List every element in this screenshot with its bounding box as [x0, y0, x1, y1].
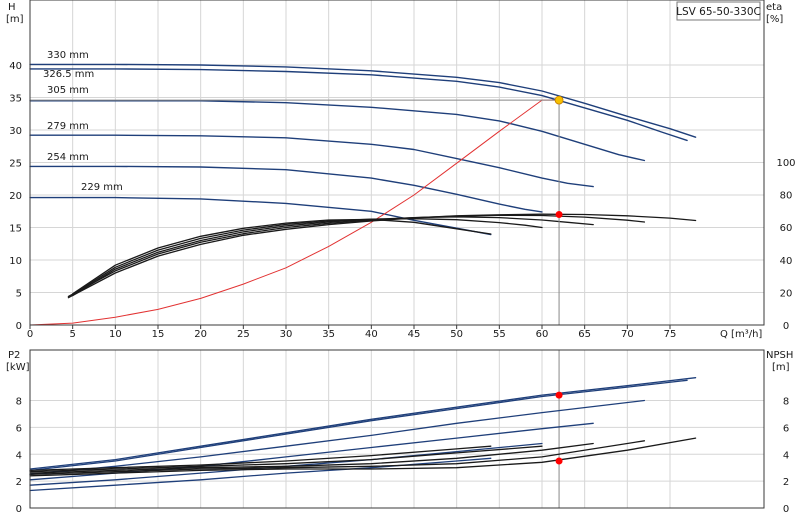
y-tick-label: 0 [16, 321, 22, 332]
y-right-tick-label: 40 [780, 256, 793, 267]
y-tick-label: 10 [9, 256, 22, 267]
head-curve [29, 68, 688, 142]
x-tick-label: 70 [621, 329, 634, 340]
y-right-tick-label: 8 [783, 397, 789, 408]
series-layer [29, 63, 697, 508]
y-tick-label: 8 [16, 397, 22, 408]
y-right-tick-label: 60 [780, 223, 793, 234]
y-right-axis-label: eta [766, 2, 782, 13]
y-axis-label: H [8, 2, 16, 13]
y-tick-label: 30 [9, 126, 22, 137]
npsh-curve [29, 445, 543, 473]
y-tick-label: 15 [9, 224, 22, 235]
curve-label: 279 mm [47, 121, 89, 132]
x-tick-label: 25 [237, 329, 250, 340]
x-tick-label: 50 [450, 329, 463, 340]
y-right-tick-label: 80 [780, 191, 793, 202]
curve-label: 229 mm [81, 182, 123, 193]
curve-label: 326.5 mm [43, 69, 94, 80]
y-axis-label: P2 [8, 350, 20, 361]
y-right-tick-label: 2 [783, 477, 789, 488]
y-right-axis-unit: [%] [766, 14, 783, 25]
x-tick-label: 5 [69, 329, 75, 340]
x-tick-label: 15 [152, 329, 165, 340]
npsh-curve [29, 442, 594, 474]
y-tick-label: 6 [16, 423, 22, 434]
x-tick-label: 40 [365, 329, 378, 340]
y-tick-label: 5 [16, 289, 22, 300]
duty-point-power [555, 391, 563, 399]
power-curve [29, 457, 492, 492]
y-tick-label: 20 [9, 191, 22, 202]
y-right-tick-label: 20 [780, 288, 793, 299]
duty-point-power [555, 457, 563, 465]
y-axis-unit: [kW] [6, 362, 30, 373]
x-tick-label: 75 [664, 329, 677, 340]
system-curve [29, 99, 560, 326]
y-tick-label: 4 [16, 450, 22, 461]
power-curve [29, 422, 594, 481]
model-label-box: LSV 65-50-330C [676, 1, 761, 21]
y-right-tick-label: 100 [776, 158, 795, 169]
y-tick-label: 2 [16, 477, 22, 488]
y-right-tick-label: 0 [783, 504, 789, 515]
axes-layer [29, 0, 765, 509]
x-tick-label: 30 [280, 329, 293, 340]
efficiency-curve [67, 214, 646, 298]
x-tick-label: 10 [109, 329, 122, 340]
y-right-axis-unit: [m] [772, 362, 790, 373]
curve-label: 330 mm [47, 50, 89, 61]
y-tick-label: 25 [9, 159, 22, 170]
duty-point-efficiency [555, 211, 563, 218]
y-right-tick-label: 6 [783, 423, 789, 434]
curve-label: 254 mm [47, 152, 89, 163]
head-curve [29, 100, 646, 162]
x-tick-label: 65 [578, 329, 591, 340]
head-panel-frame [29, 0, 765, 326]
power-curve [29, 377, 697, 470]
efficiency-curve [72, 218, 492, 295]
x-tick-label: 20 [194, 329, 207, 340]
y-tick-label: 0 [16, 504, 22, 515]
head-curve [29, 196, 492, 236]
x-tick-label: 0 [27, 329, 33, 340]
duty-points-layer [554, 95, 564, 465]
npsh-curve [29, 445, 492, 472]
x-axis-label: Q [m³/h] [720, 329, 762, 340]
x-tick-label: 55 [493, 329, 506, 340]
y-right-tick-label: 4 [783, 450, 789, 461]
efficiency-curve [72, 218, 543, 296]
power-curve [29, 399, 646, 476]
head-curve [29, 134, 594, 188]
y-right-axis-label: NPSH [766, 350, 793, 361]
head-curve [29, 165, 543, 213]
power-curve [29, 379, 688, 472]
y-axis-unit: [m] [6, 14, 24, 25]
curve-label: 305 mm [47, 85, 89, 96]
labels-layer: 0 5 10 15 20 25 30 35 40 45 50 55 60 65 70 75 Q [m³/h]05… [6, 2, 796, 515]
npsh-curve [29, 440, 646, 476]
y-right-tick-label: 0 [783, 321, 789, 332]
power-panel-frame [29, 349, 765, 509]
npsh-curve [29, 437, 697, 477]
x-tick-label: 60 [536, 329, 549, 340]
y-tick-label: 40 [9, 61, 22, 72]
head-curve [29, 63, 697, 138]
x-tick-label: 45 [408, 329, 421, 340]
model-label: LSV 65-50-330C [676, 6, 761, 18]
y-tick-label: 35 [9, 94, 22, 105]
x-tick-label: 35 [322, 329, 335, 340]
duty-point-head [554, 95, 564, 105]
